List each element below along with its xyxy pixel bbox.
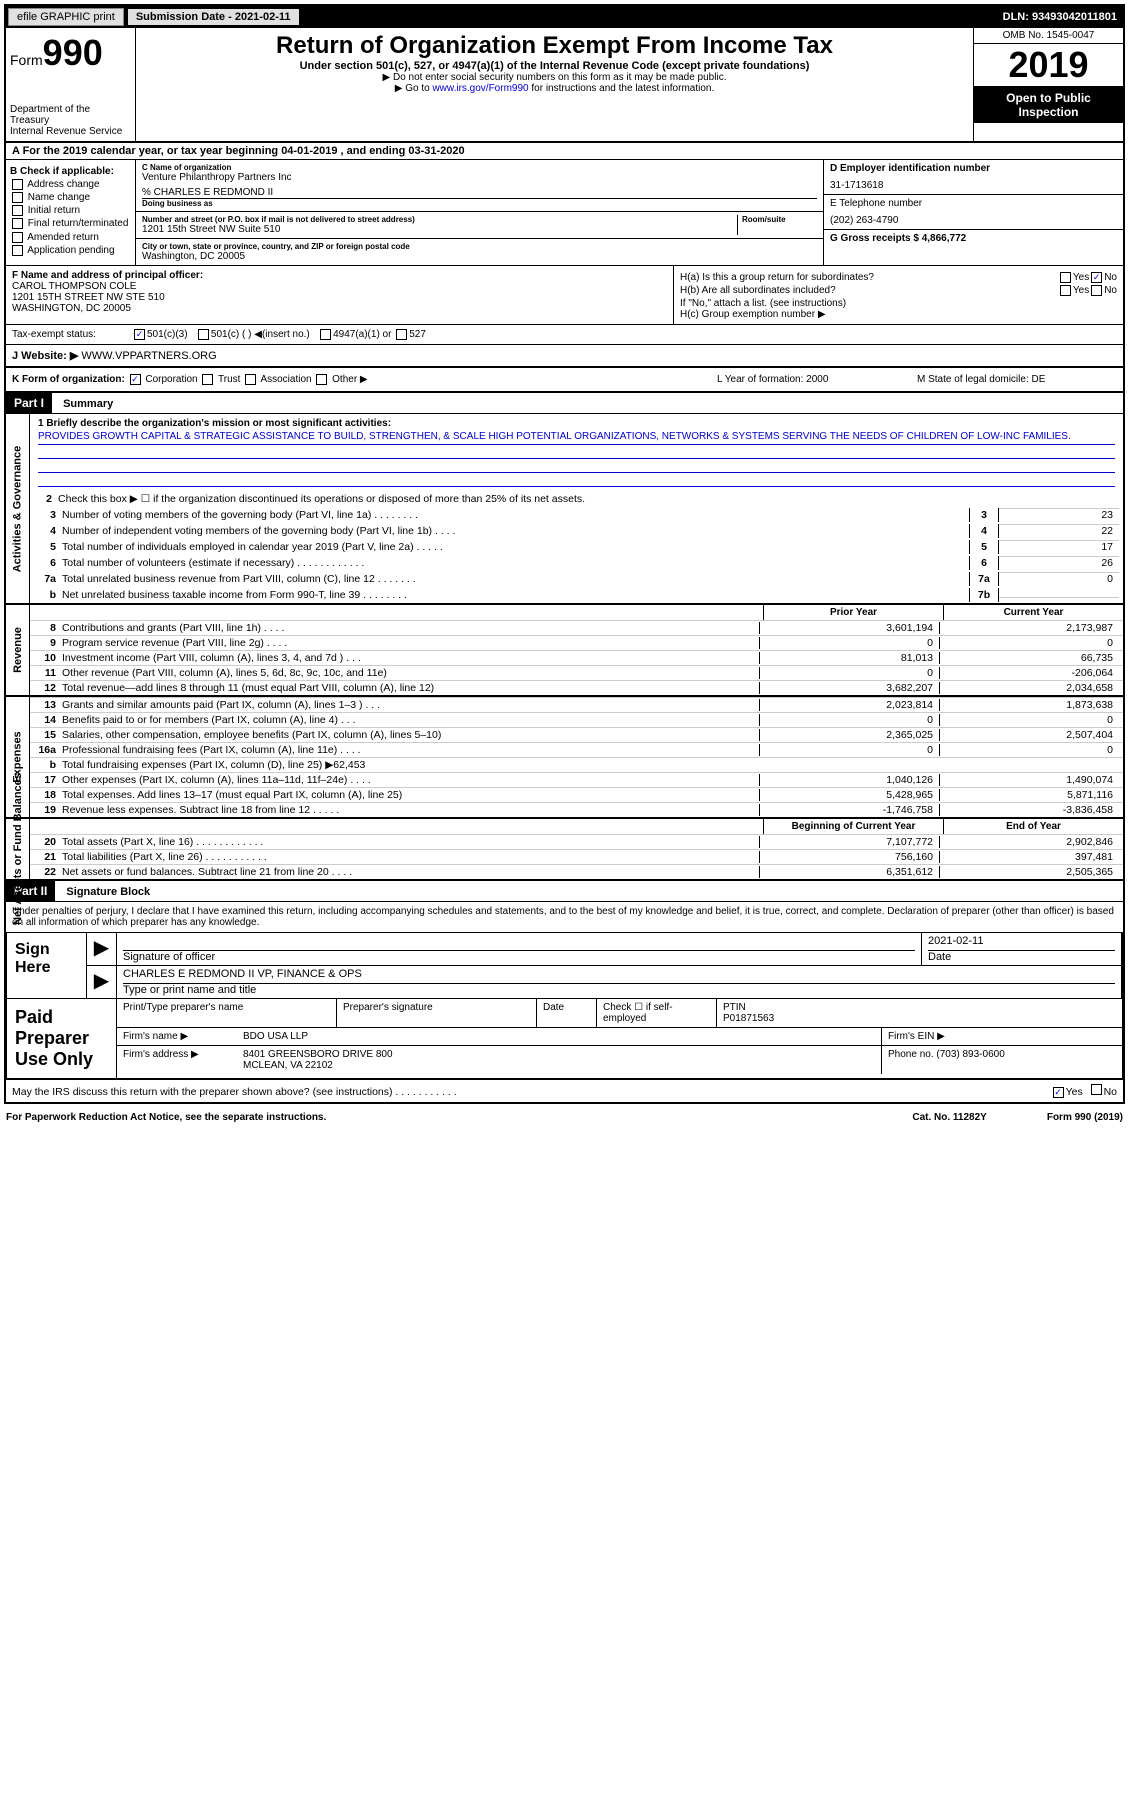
- line-a: A For the 2019 calendar year, or tax yea…: [6, 143, 1123, 160]
- gov-line: bNet unrelated business taxable income f…: [30, 587, 1123, 603]
- data-line: 16aProfessional fundraising fees (Part I…: [30, 742, 1123, 757]
- gov-line: 6Total number of volunteers (estimate if…: [30, 555, 1123, 571]
- side-revenue: Revenue: [6, 605, 30, 695]
- data-line: 19Revenue less expenses. Subtract line 1…: [30, 802, 1123, 817]
- gov-line: 5Total number of individuals employed in…: [30, 539, 1123, 555]
- form-subtitle: Under section 501(c), 527, or 4947(a)(1)…: [140, 60, 969, 72]
- data-line: 17Other expenses (Part IX, column (A), l…: [30, 772, 1123, 787]
- omb-number: OMB No. 1545-0047: [974, 28, 1123, 44]
- dln: DLN: 93493042011801: [1003, 11, 1121, 23]
- data-line: bTotal fundraising expenses (Part IX, co…: [30, 757, 1123, 772]
- box-h: H(a) Is this a group return for subordin…: [673, 266, 1123, 324]
- data-line: 8Contributions and grants (Part VIII, li…: [30, 620, 1123, 635]
- tax-exempt-row: Tax-exempt status: ✓ 501(c)(3) 501(c) ( …: [6, 325, 1123, 345]
- dept-treasury: Department of the Treasury: [10, 104, 131, 126]
- line1-label: 1 Briefly describe the organization's mi…: [38, 418, 1115, 429]
- data-line: 22Net assets or fund balances. Subtract …: [30, 864, 1123, 879]
- note-link: ▶ Go to www.irs.gov/Form990 for instruct…: [140, 83, 969, 94]
- klm-row: K Form of organization: ✓ Corporation Tr…: [6, 368, 1123, 393]
- data-line: 11Other revenue (Part VIII, column (A), …: [30, 665, 1123, 680]
- data-line: 18Total expenses. Add lines 13–17 (must …: [30, 787, 1123, 802]
- data-line: 20Total assets (Part X, line 16) . . . .…: [30, 834, 1123, 849]
- declaration-text: Under penalties of perjury, I declare th…: [6, 902, 1123, 932]
- part2-title: Signature Block: [58, 886, 158, 898]
- form-label: Form: [10, 52, 43, 68]
- side-governance: Activities & Governance: [6, 414, 30, 603]
- sign-here-label: Sign Here: [7, 933, 87, 998]
- box-b: B Check if applicable: Address change Na…: [6, 160, 136, 265]
- data-line: 9Program service revenue (Part VIII, lin…: [30, 635, 1123, 650]
- part1-title: Summary: [55, 398, 121, 410]
- open-public: Open to Public Inspection: [974, 87, 1123, 123]
- form-number: 990: [43, 32, 103, 73]
- website-row: J Website: ▶ WWW.VPPARTNERS.ORG: [6, 345, 1123, 368]
- gov-line: 3Number of voting members of the governi…: [30, 507, 1123, 523]
- data-line: 12Total revenue—add lines 8 through 11 (…: [30, 680, 1123, 695]
- form-title: Return of Organization Exempt From Incom…: [140, 32, 969, 60]
- cat-no: Cat. No. 11282Y: [912, 1112, 986, 1123]
- tax-year: 2019: [974, 44, 1123, 87]
- box-de: D Employer identification number31-17136…: [823, 160, 1123, 265]
- paid-preparer-label: Paid Preparer Use Only: [7, 999, 117, 1078]
- data-line: 21Total liabilities (Part X, line 26) . …: [30, 849, 1123, 864]
- box-c: C Name of organizationVenture Philanthro…: [136, 160, 823, 265]
- part1-header: Part I: [6, 393, 52, 413]
- data-line: 10Investment income (Part VIII, column (…: [30, 650, 1123, 665]
- top-bar: efile GRAPHIC print Submission Date - 20…: [6, 6, 1123, 28]
- data-line: 14Benefits paid to or for members (Part …: [30, 712, 1123, 727]
- form-header: Form990 Department of the Treasury Inter…: [6, 28, 1123, 143]
- irs-link[interactable]: www.irs.gov/Form990: [432, 83, 528, 94]
- data-line: 15Salaries, other compensation, employee…: [30, 727, 1123, 742]
- mission-text: PROVIDES GROWTH CAPITAL & STRATEGIC ASSI…: [38, 429, 1115, 445]
- box-f: F Name and address of principal officer:…: [6, 266, 673, 324]
- gov-line: 7aTotal unrelated business revenue from …: [30, 571, 1123, 587]
- paperwork-notice: For Paperwork Reduction Act Notice, see …: [6, 1112, 912, 1123]
- efile-label: efile GRAPHIC print: [8, 8, 124, 26]
- irs-label: Internal Revenue Service: [10, 126, 131, 137]
- submission-date: Submission Date - 2021-02-11: [128, 9, 299, 25]
- gov-line: 4Number of independent voting members of…: [30, 523, 1123, 539]
- side-net-assets: Net Assets or Fund Balances: [6, 819, 30, 879]
- note-ssn: ▶ Do not enter social security numbers o…: [140, 72, 969, 83]
- data-line: 13Grants and similar amounts paid (Part …: [30, 697, 1123, 712]
- form-footer: Form 990 (2019): [1047, 1112, 1123, 1123]
